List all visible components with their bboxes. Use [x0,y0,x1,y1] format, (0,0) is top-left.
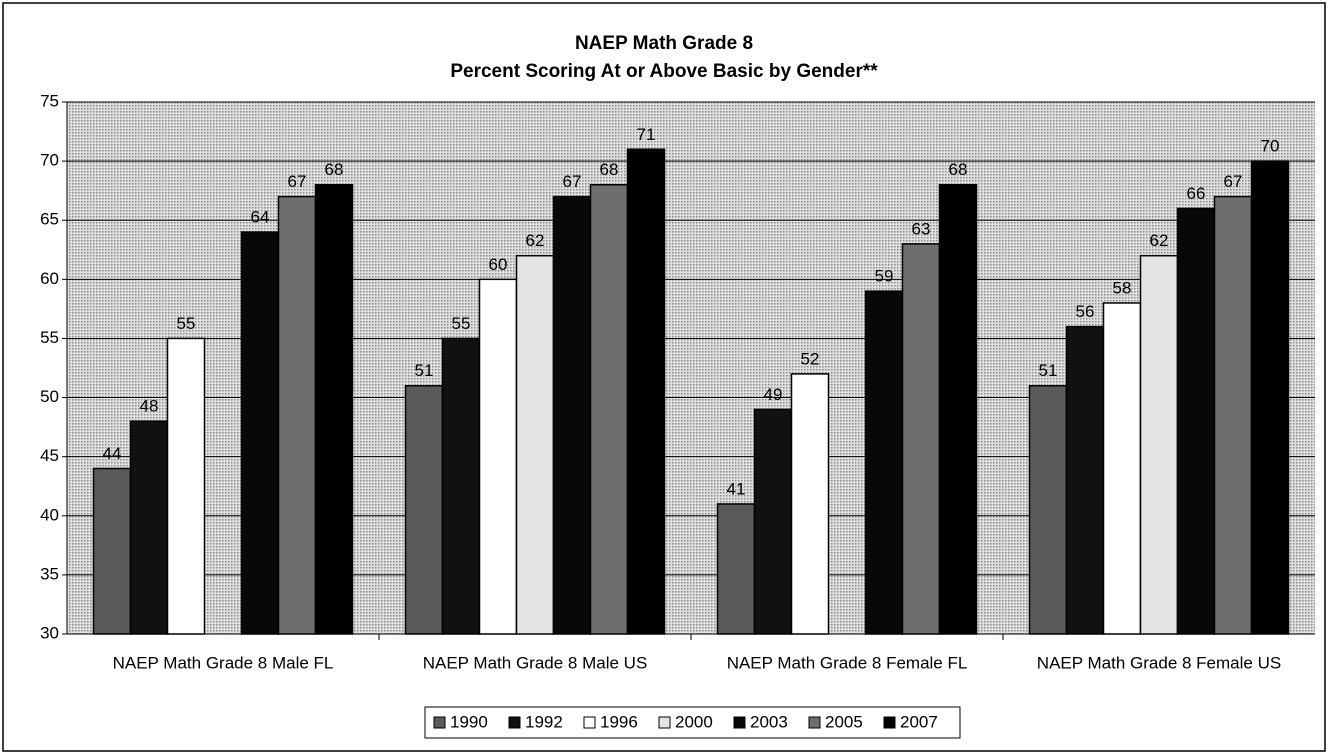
data-label: 55 [177,314,196,333]
bar [92,467,132,635]
y-tick-label: 55 [40,328,59,347]
bar [1065,325,1105,635]
y-tick-label: 60 [40,269,59,288]
legend-label: 1992 [525,712,563,731]
data-label: 52 [801,349,820,368]
legend-label: 1990 [450,712,488,731]
y-tick-label: 45 [40,446,59,465]
bar [1213,195,1253,635]
bar [240,231,280,635]
chart-title: NAEP Math Grade 8 [575,33,753,54]
data-label: 62 [1150,231,1169,250]
data-label: 70 [1261,137,1280,156]
y-tick-label: 70 [40,151,59,170]
bar [938,184,978,635]
data-label: 49 [764,385,783,404]
data-label: 48 [140,397,159,416]
bar [753,408,793,635]
legend-label: 2000 [675,712,713,731]
legend-label: 2007 [900,712,938,731]
bar [129,420,169,635]
y-tick-label: 40 [40,505,59,524]
y-tick-label: 65 [40,210,59,229]
bar [864,290,904,635]
legend-label: 2005 [825,712,863,731]
bar [478,278,518,635]
bar [1250,160,1290,635]
data-label: 59 [875,267,894,286]
legend-swatch [808,716,821,729]
legend-swatch [433,716,446,729]
chart-subtitle: Percent Scoring At or Above Basic by Gen… [450,61,878,82]
bar [716,503,756,635]
bar [1139,254,1179,635]
legend-label: 2003 [750,712,788,731]
data-label: 71 [637,125,656,144]
y-tick-label: 35 [40,564,59,583]
x-tick-label: NAEP Math Grade 8 Female FL [727,653,968,672]
bar [404,384,444,635]
data-label: 66 [1187,184,1206,203]
data-label: 62 [526,231,545,250]
bar [1176,207,1216,635]
x-tick-label: NAEP Math Grade 8 Female US [1037,653,1281,672]
y-tick-label: 50 [40,387,59,406]
bar [626,148,666,635]
bar [441,337,481,635]
x-tick-label: NAEP Math Grade 8 Male FL [113,653,334,672]
data-label: 60 [489,255,508,274]
legend-swatch [733,716,746,729]
data-label: 67 [563,172,582,191]
bar [515,254,555,635]
data-label: 67 [1224,172,1243,191]
legend-swatch [583,716,596,729]
bar [314,184,354,635]
bar [166,337,206,635]
data-label: 68 [949,160,968,179]
bar [589,184,629,635]
data-label: 63 [912,219,931,238]
bar [790,373,830,635]
data-label: 68 [600,160,619,179]
bar [277,195,317,635]
legend-swatch [658,716,671,729]
legend-swatch [883,716,896,729]
y-tick-label: 30 [40,623,59,642]
legend-label: 1996 [600,712,638,731]
data-label: 51 [415,361,434,380]
y-tick-label: 75 [40,91,59,110]
data-label: 58 [1113,278,1132,297]
bar [552,195,592,635]
data-label: 68 [325,160,344,179]
bar [1028,384,1068,635]
x-tick-label: NAEP Math Grade 8 Male US [423,653,648,672]
data-label: 56 [1076,302,1095,321]
data-label: 55 [452,314,471,333]
data-label: 44 [103,444,122,463]
data-label: 41 [727,479,746,498]
bar [901,243,941,635]
bar [1102,302,1142,635]
data-label: 64 [251,208,270,227]
data-label: 67 [288,172,307,191]
legend-swatch [508,716,521,729]
data-label: 51 [1039,361,1058,380]
